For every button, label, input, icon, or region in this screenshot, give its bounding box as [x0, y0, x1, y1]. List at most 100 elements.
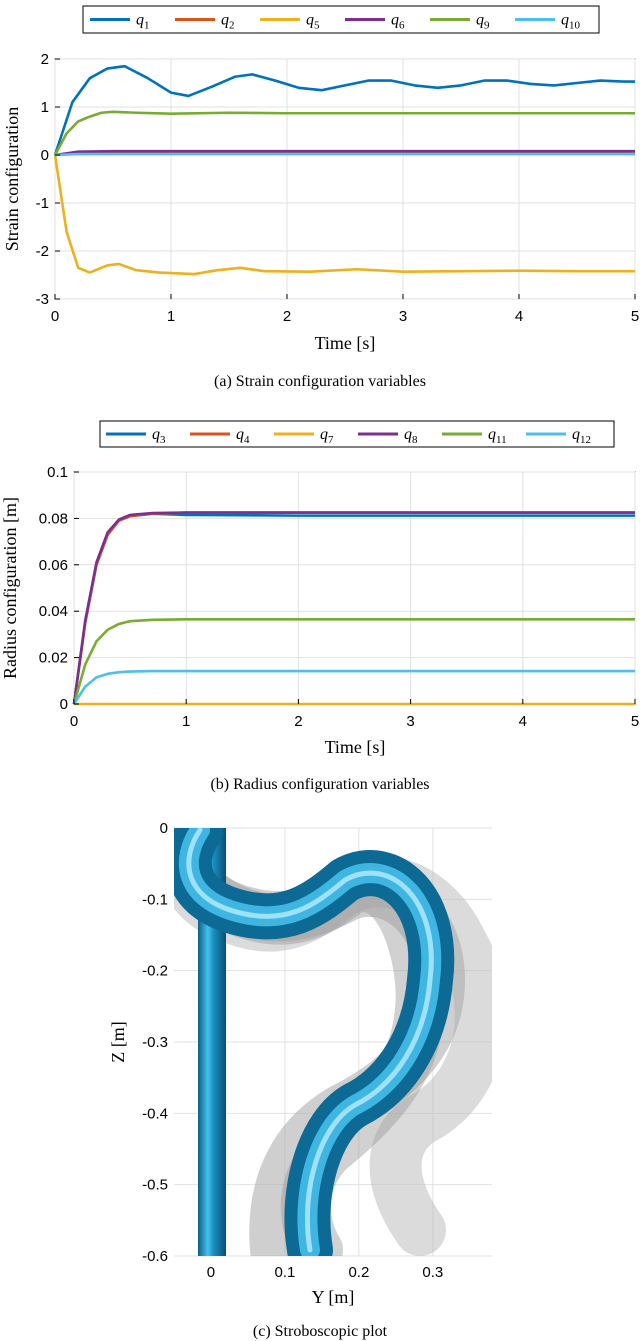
legend-label: q12 [572, 426, 591, 446]
chart-c-shapes [174, 828, 492, 1256]
y-tick-label: -0.5 [142, 1177, 168, 1194]
legend-label: q7 [320, 426, 334, 446]
chart-a-xlabel: Time [s] [315, 333, 376, 353]
legend-symbol: q [320, 426, 328, 443]
legend-symbol: q [391, 12, 399, 29]
y-tick-label: -1 [36, 195, 49, 212]
chart-c: 0 0.1 0.2 0.3 0 -0.1 -0.2 -0.3 -0.4 -0.5 -0.6 Y [… [108, 820, 492, 1340]
series-line-q10 [54, 152, 635, 157]
legend-symbol: q [221, 12, 229, 29]
legend-label: q4 [236, 426, 250, 446]
x-tick-label: 3 [399, 308, 407, 325]
legend-subscript: 7 [328, 434, 334, 446]
series-line-q8 [72, 511, 635, 705]
x-tick-label: 0 [207, 1264, 215, 1281]
series-line-q5 [53, 154, 635, 276]
legend-symbol: q [236, 426, 244, 443]
x-tick-label: 4 [515, 308, 523, 325]
x-tick-label: 0 [70, 713, 78, 730]
y-tick-label: -0.3 [142, 1034, 168, 1051]
chart-a-xticks: 0 1 2 3 4 5 [51, 294, 639, 325]
legend-entry: q11 [442, 426, 507, 446]
x-tick-label: 0.1 [275, 1264, 296, 1281]
x-tick-label: 4 [519, 713, 527, 730]
legend-entry: q3 [106, 426, 166, 446]
legend-entry: q5 [260, 12, 320, 32]
x-tick-label: 1 [167, 308, 175, 325]
y-tick-label: 2 [41, 51, 49, 68]
series-line-q9 [53, 110, 635, 156]
x-tick-label: 2 [294, 713, 302, 730]
chart-c-xticks: 0 0.1 0.2 0.3 [207, 1264, 443, 1281]
legend-subscript: 9 [484, 20, 490, 32]
series-line-q6 [54, 149, 635, 157]
chart-a: 0 1 2 3 4 5 -3 -2 -1 0 1 2 Time [s] Strain configu… [2, 5, 639, 390]
x-tick-label: 5 [631, 308, 639, 325]
chart-b-xticks: 0 1 2 3 4 5 [70, 699, 639, 730]
legend-label: q3 [152, 426, 166, 446]
x-tick-label: 2 [283, 308, 291, 325]
final-configuration-shine [186, 828, 434, 1253]
chart-b-series [72, 511, 635, 706]
chart-b-xlabel: Time [s] [325, 737, 386, 757]
legend-symbol: q [572, 426, 580, 443]
legend-entry: q7 [274, 426, 334, 446]
legend-subscript: 11 [496, 434, 507, 446]
legend-label: q2 [221, 12, 235, 32]
y-tick-label: -0.6 [142, 1248, 168, 1265]
y-tick-label: 0 [41, 147, 49, 164]
legend-label: q8 [404, 426, 418, 446]
chart-a-legend: q1 q2 q5 q6 q9 q10 [82, 5, 600, 34]
legend-symbol: q [136, 12, 144, 29]
chart-b-plot-area [73, 471, 636, 705]
x-tick-label: 0.3 [422, 1264, 443, 1281]
legend-symbol: q [306, 12, 314, 29]
legend-subscript: 6 [399, 20, 405, 32]
chart-b-ylabel: Radius configuration [m] [0, 497, 20, 679]
legend-label: q1 [136, 12, 150, 32]
series-line-q1 [53, 64, 635, 156]
y-tick-label: -0.1 [142, 891, 168, 908]
y-tick-label: 0 [160, 820, 168, 837]
chart-c-caption: (c) Stroboscopic plot [253, 1323, 388, 1340]
legend-entry: q1 [90, 12, 150, 32]
x-tick-label: 0.2 [348, 1264, 369, 1281]
chart-b-grid [73, 471, 636, 705]
chart-a-series [53, 64, 635, 276]
y-tick-label: -0.2 [142, 963, 168, 980]
y-tick-label: 0.04 [39, 603, 68, 620]
legend-subscript: 4 [244, 434, 250, 446]
legend-label: q11 [488, 426, 507, 446]
chart-c-ylabel: Z [m] [108, 1021, 128, 1062]
legend-symbol: q [152, 426, 160, 443]
y-tick-label: 0.06 [39, 557, 68, 574]
legend-subscript: 5 [314, 20, 320, 32]
y-tick-label: 0.08 [39, 510, 68, 527]
legend-entry: q10 [515, 12, 581, 32]
series-line-q12 [72, 669, 635, 705]
legend-symbol: q [488, 426, 496, 443]
legend-subscript: 10 [569, 20, 581, 32]
x-tick-label: 5 [631, 713, 639, 730]
legend-subscript: 12 [580, 434, 591, 446]
legend-symbol: q [561, 12, 569, 29]
legend-symbol: q [404, 426, 412, 443]
y-tick-label: -0.4 [142, 1105, 168, 1122]
legend-label: q5 [306, 12, 320, 32]
y-tick-label: -3 [36, 291, 49, 308]
chart-a-plot-area [54, 58, 636, 300]
chart-a-yticks: -3 -2 -1 0 1 2 [36, 51, 60, 308]
legend-entry: q2 [175, 12, 235, 32]
legend-entry: q6 [345, 12, 405, 32]
legend-subscript: 1 [144, 20, 150, 32]
series-line-q11 [72, 618, 635, 705]
x-tick-label: 3 [406, 713, 414, 730]
legend-label: q9 [476, 12, 490, 32]
legend-subscript: 8 [412, 434, 418, 446]
chart-b-yticks: 0 0.02 0.04 0.06 0.08 0.1 [39, 464, 79, 713]
chart-a-legend-box [82, 5, 600, 34]
legend-entry: q9 [430, 12, 490, 32]
legend-subscript: 2 [229, 20, 235, 32]
